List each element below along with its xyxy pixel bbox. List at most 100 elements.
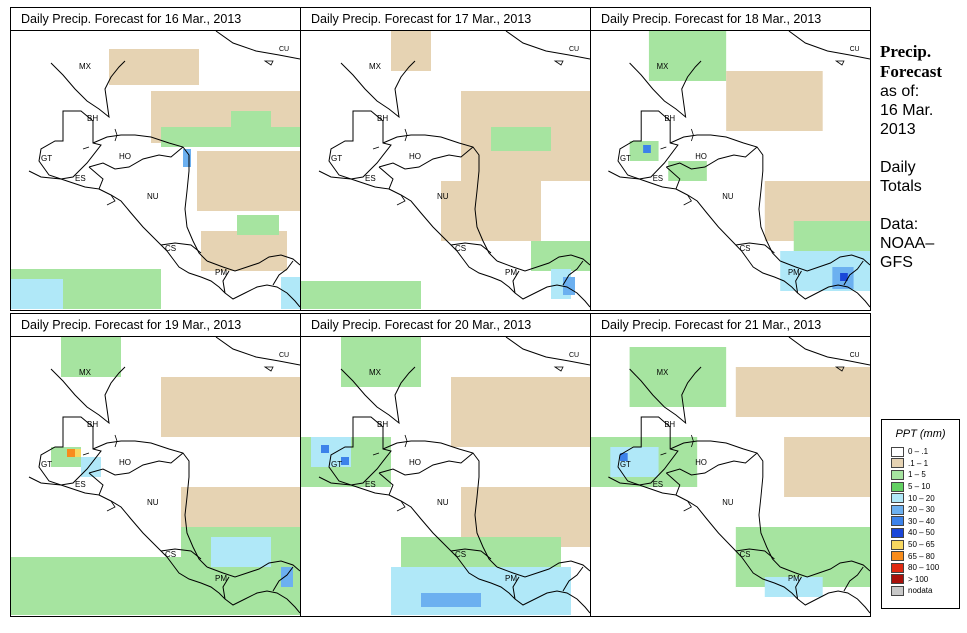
forecast-panel-mar18: Daily Precip. Forecast for 18 Mar., 2013…	[590, 7, 871, 311]
panel-title: Daily Precip. Forecast for 16 Mar., 2013	[11, 8, 300, 31]
legend-label: 30 – 40	[908, 516, 935, 526]
country-label: BH	[664, 420, 675, 429]
country-label: MX	[369, 368, 382, 377]
precip-map: CU MX BH GT HO ES NU CS PM	[301, 337, 590, 615]
country-label: HO	[409, 152, 421, 161]
panel-title: Daily Precip. Forecast for 21 Mar., 2013	[591, 314, 870, 337]
country-label: GT	[620, 154, 631, 163]
panel-title: Daily Precip. Forecast for 19 Mar., 2013	[11, 314, 300, 337]
legend-swatch	[891, 574, 904, 585]
legend-item: 1 – 5	[882, 469, 959, 481]
forecast-panel-mar21: Daily Precip. Forecast for 21 Mar., 2013…	[590, 313, 871, 617]
country-label: GT	[620, 460, 631, 469]
legend-swatch	[891, 562, 904, 573]
country-label: CS	[455, 244, 466, 253]
country-label: NU	[722, 192, 733, 201]
country-label: CU	[569, 352, 579, 359]
precip-map: CU MX BH GT HO ES NU CS PM	[591, 337, 870, 614]
country-label: ES	[75, 480, 86, 489]
legend-swatch	[891, 458, 904, 469]
legend-swatch	[891, 551, 904, 562]
country-label: ES	[75, 174, 86, 183]
panel-title: Daily Precip. Forecast for 18 Mar., 2013	[591, 8, 870, 31]
country-label: HO	[695, 152, 707, 161]
forecast-panel-mar20: Daily Precip. Forecast for 20 Mar., 2013…	[300, 313, 591, 617]
legend-swatch	[891, 493, 904, 504]
country-label: ES	[365, 174, 376, 183]
legend-swatch	[891, 481, 904, 492]
legend-title: PPT (mm)	[895, 428, 946, 440]
country-label: MX	[369, 62, 382, 71]
legend-label: 40 – 50	[908, 528, 935, 538]
legend-label: 5 – 10	[908, 482, 931, 492]
country-label: CS	[165, 550, 176, 559]
legend-swatch	[891, 585, 904, 596]
legend-label: 50 – 65	[908, 540, 935, 550]
legend-item: 5 – 10	[882, 481, 959, 493]
precip-legend: PPT (mm) 0 – .1.1 – 1 1 – 5 5 – 10 10 – 20 2…	[881, 419, 960, 609]
country-label: PM	[505, 268, 517, 277]
forecast-panel-mar19: Daily Precip. Forecast for 19 Mar., 2013…	[10, 313, 301, 617]
legend-swatch	[891, 539, 904, 550]
country-label: GT	[331, 460, 342, 469]
country-label: MX	[79, 368, 92, 377]
country-label: CU	[850, 352, 860, 359]
country-label: BH	[377, 114, 388, 123]
legend-item: 80 – 100	[882, 562, 959, 574]
precip-map: CU MX BH GT HO ES NU CS PM	[301, 31, 590, 309]
country-label: HO	[695, 458, 707, 467]
country-label: CU	[569, 46, 579, 53]
country-label: GT	[41, 154, 52, 163]
country-label: CU	[279, 46, 289, 53]
daily-line-1: Daily	[880, 159, 916, 176]
country-label: NU	[147, 498, 159, 507]
data-line-1: Data:	[880, 216, 919, 233]
country-label: PM	[505, 574, 517, 583]
country-label: PM	[788, 574, 800, 583]
legend-item: 30 – 40	[882, 516, 959, 528]
asof-line-3: 2013	[880, 121, 916, 138]
country-label: ES	[365, 480, 376, 489]
country-label: CU	[850, 46, 860, 53]
forecast-panel-mar17: Daily Precip. Forecast for 17 Mar., 2013…	[300, 7, 591, 311]
legend-label: 20 – 30	[908, 505, 935, 515]
legend-item: 50 – 65	[882, 539, 959, 551]
title-line-2: Forecast	[880, 62, 942, 81]
forecast-info: Precip. Forecast as of: 16 Mar. 2013 Dai…	[880, 42, 967, 291]
precip-map: CU MX BH GT HO ES NU CS PM	[607, 31, 870, 308]
legend-label: 0 – .1	[908, 447, 929, 457]
legend-label: 1 – 5	[908, 470, 926, 480]
country-label: GT	[331, 154, 342, 163]
legend-item: > 100	[882, 574, 959, 586]
country-label: HO	[409, 458, 421, 467]
legend-item: 40 – 50	[882, 527, 959, 539]
panel-title: Daily Precip. Forecast for 17 Mar., 2013	[301, 8, 590, 31]
legend-label: .1 – 1	[908, 458, 929, 468]
legend-item: 65 – 80	[882, 550, 959, 562]
country-label: NU	[722, 498, 733, 507]
legend-swatch	[891, 469, 904, 480]
country-label: MX	[657, 368, 669, 377]
country-label: HO	[119, 152, 131, 161]
country-label: CS	[455, 550, 466, 559]
legend-item: 0 – .1	[882, 446, 959, 458]
legend-label: 65 – 80	[908, 551, 935, 561]
country-label: BH	[377, 420, 388, 429]
country-label: PM	[788, 268, 800, 277]
daily-line-2: Totals	[880, 178, 922, 195]
country-label: NU	[147, 192, 159, 201]
legend-label: nodata	[908, 586, 933, 596]
country-label: ES	[653, 174, 663, 183]
country-label: ES	[653, 480, 663, 489]
country-label: BH	[664, 114, 675, 123]
country-label: CS	[165, 244, 176, 253]
country-label: HO	[119, 458, 131, 467]
legend-swatch	[891, 516, 904, 527]
data-line-2: NOAA–	[880, 235, 935, 252]
country-label: PM	[215, 268, 227, 277]
precip-map: CU MX BH GT HO ES NU CS PM	[11, 31, 300, 309]
asof-line-1: as of:	[880, 83, 920, 100]
legend-item: 10 – 20	[882, 492, 959, 504]
country-label: CS	[740, 550, 751, 559]
panel-title: Daily Precip. Forecast for 20 Mar., 2013	[301, 314, 590, 337]
